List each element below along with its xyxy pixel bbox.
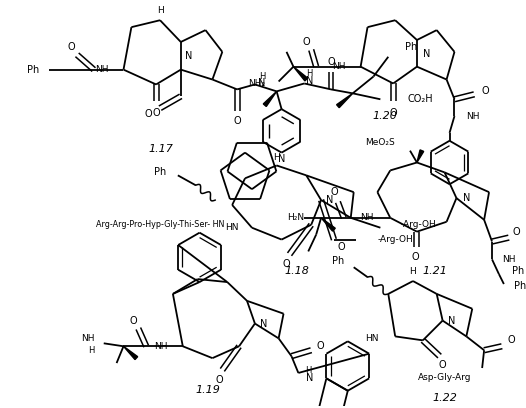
Text: H: H [259,72,265,81]
Text: 1.19: 1.19 [195,385,220,395]
Text: NH: NH [360,213,373,222]
Text: O: O [411,253,419,262]
Text: O: O [234,116,241,126]
Text: N: N [448,315,455,326]
Text: H: H [88,346,95,355]
Text: O: O [316,341,324,351]
Text: N: N [260,319,268,328]
Text: N: N [185,51,193,61]
Text: O: O [153,108,160,118]
Text: O: O [439,360,447,370]
Text: NH: NH [332,62,346,71]
Text: O: O [481,86,489,96]
Text: NH: NH [502,255,515,264]
Polygon shape [321,218,335,231]
Text: O: O [302,37,310,47]
Text: CO₂H: CO₂H [407,94,433,104]
Polygon shape [264,91,277,106]
Text: NH: NH [467,111,480,121]
Polygon shape [124,346,138,359]
Text: H: H [306,69,312,78]
Text: O: O [508,335,515,345]
Text: O: O [144,109,152,119]
Text: Asp-Gly-Arg: Asp-Gly-Arg [418,373,471,382]
Text: Ph: Ph [331,256,344,266]
Text: N: N [463,193,470,203]
Text: 1.22: 1.22 [432,392,457,403]
Text: 1.18: 1.18 [284,266,309,276]
Polygon shape [294,67,308,81]
Text: N: N [423,49,430,59]
Text: NH: NH [82,334,95,343]
Text: NH: NH [95,65,109,74]
Text: MeO₂S: MeO₂S [366,138,395,147]
Text: N: N [306,373,313,383]
Text: N: N [326,195,333,205]
Text: O: O [330,187,338,197]
Text: O: O [337,242,345,253]
Text: Arg-Arg-Pro-Hyp-Gly-Thi-Ser- HN: Arg-Arg-Pro-Hyp-Gly-Thi-Ser- HN [96,220,224,229]
Text: Ph: Ph [154,167,166,177]
Text: -Arg-OH: -Arg-OH [378,235,413,244]
Text: O: O [327,57,335,67]
Text: Ph: Ph [405,42,417,52]
Text: 1.20: 1.20 [373,111,398,121]
Text: N: N [258,78,265,89]
Text: H: H [274,153,280,162]
Text: 1.21: 1.21 [422,266,447,276]
Text: O: O [389,108,397,118]
Text: Ph: Ph [27,64,39,75]
Polygon shape [417,150,424,162]
Text: O: O [216,375,223,385]
Polygon shape [337,93,353,108]
Text: O: O [513,227,521,237]
Text: N: N [278,153,285,164]
Text: HN: HN [365,334,378,343]
Text: NH: NH [155,342,168,351]
Text: Ph: Ph [514,281,526,291]
Text: N: N [306,76,313,86]
Text: HN: HN [226,223,239,232]
Text: 1.17: 1.17 [149,144,174,154]
Text: O: O [67,42,75,52]
Text: H: H [305,366,311,375]
Text: NH₂: NH₂ [248,79,265,88]
Text: H: H [410,267,417,276]
Text: H: H [157,6,164,15]
Text: -Arg-OH: -Arg-OH [400,220,436,229]
Text: H₂N: H₂N [287,213,305,222]
Text: Ph: Ph [512,266,524,276]
Text: O: O [129,315,137,326]
Text: O: O [282,259,290,269]
